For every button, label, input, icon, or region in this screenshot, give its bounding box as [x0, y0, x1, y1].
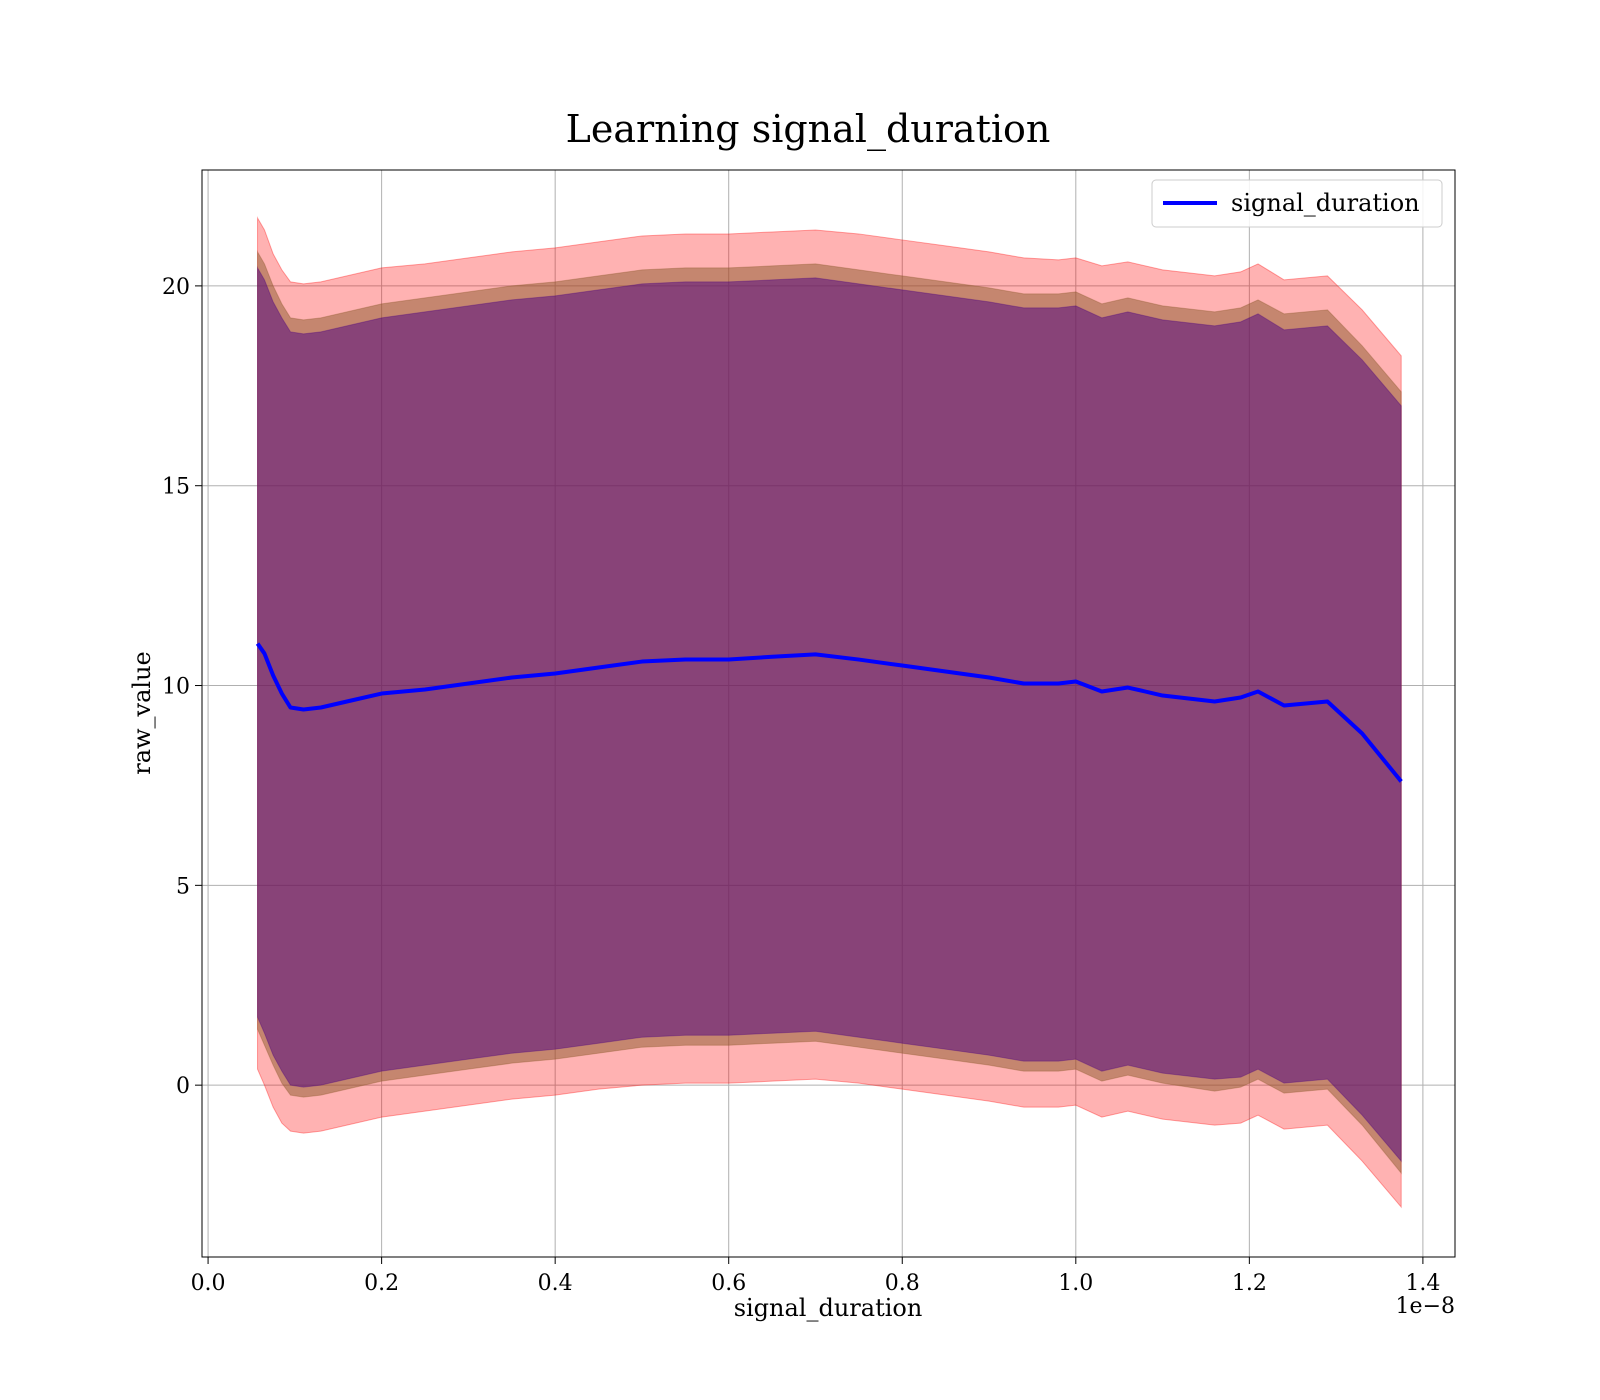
x-tick-label: 1.0	[1058, 1271, 1093, 1296]
plot-frame	[201, 169, 1456, 1258]
y-tick-label: 5	[176, 874, 190, 899]
axis-ticks: 0.0 0.2 0.4 0.6 0.8 1.0 1.2 1.4 0 5 10 15 20	[162, 275, 1440, 1296]
x-axis-label: signal_duration	[734, 1294, 923, 1322]
series-lines	[255, 642, 1403, 783]
x-tick-label: 0.6	[711, 1271, 746, 1296]
x-tick-label: 0.0	[191, 1271, 226, 1296]
confidence-band-2	[257, 266, 1402, 1163]
y-tick-label: 15	[162, 475, 190, 500]
y-tick-label: 20	[162, 275, 190, 300]
series-line-0	[255, 642, 1403, 783]
legend-box	[1151, 179, 1443, 228]
x-tick-label: 0.2	[364, 1271, 399, 1296]
x-tick-label: 0.8	[885, 1271, 920, 1296]
y-tick-label: 10	[162, 675, 190, 700]
x-tick-label: 1.4	[1405, 1271, 1440, 1296]
x-tick-label: 0.4	[538, 1271, 573, 1296]
legend-label: signal_duration	[1231, 189, 1420, 217]
y-axis-label: raw_value	[128, 651, 156, 775]
legend: signal_duration	[1151, 179, 1443, 228]
chart-title: Learning signal_duration	[566, 107, 1051, 152]
x-tick-label: 1.2	[1232, 1271, 1267, 1296]
confidence-bands	[257, 216, 1402, 1209]
x-axis-offset-label: 1e−8	[1396, 1294, 1455, 1319]
y-tick-label: 0	[176, 1074, 190, 1099]
